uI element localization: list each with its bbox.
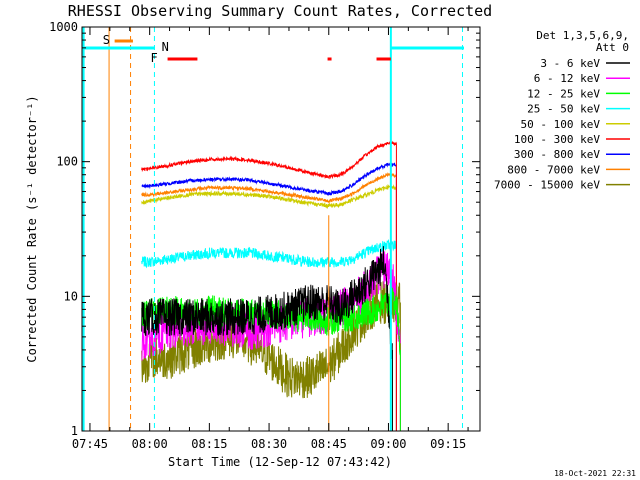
flag-label-f: F [150, 51, 157, 65]
legend-label: 6 - 12 keV [534, 72, 601, 85]
plot-frame [81, 26, 481, 432]
x-tick-label: 09:15 [430, 437, 466, 451]
y-tick-label: 1 [71, 424, 78, 438]
legend-label: 100 - 300 keV [514, 133, 600, 146]
y-tick-label: 100 [56, 155, 78, 169]
legend-label: 50 - 100 keV [521, 118, 601, 131]
legend-header-attenuator: Att 0 [596, 41, 629, 54]
legend-header-detectors: Det 1,3,5,6,9, [536, 29, 629, 42]
series-line-0 [141, 246, 393, 360]
flag-label-s: S [103, 33, 110, 47]
legend-label: 12 - 25 keV [527, 87, 600, 100]
x-tick-label: 07:45 [72, 437, 108, 451]
series-line-5 [141, 140, 397, 180]
footer-date: 18-Oct-2021 22:31 [554, 469, 636, 478]
flag-layer: S NF [82, 27, 464, 431]
x-tick-label: 08:45 [311, 437, 347, 451]
legend-label: 3 - 6 keV [540, 57, 600, 70]
legend: Det 1,3,5,6,9, Att 0 3 - 6 keV 6 - 12 keV… [494, 29, 630, 192]
chart-title: RHESSI Observing Summary Count Rates, Co… [68, 2, 492, 20]
flag-label-n: N [162, 40, 169, 54]
x-axis-label: Start Time (12-Sep-12 07:43:42) [168, 455, 392, 469]
legend-label: 800 - 7000 keV [507, 163, 600, 176]
legend-label: 300 - 800 keV [514, 148, 600, 161]
axis-layer: 07:45 08:00 08:15 08:30 08:45 09:00 09:15 1 10 10… [49, 20, 480, 451]
x-tick-label: 09:00 [370, 437, 406, 451]
series-line-3 [141, 238, 397, 269]
legend-label: 25 - 50 keV [527, 103, 600, 116]
series-line-4 [141, 184, 397, 210]
legend-label: 7000 - 15000 keV [494, 179, 600, 192]
series-line-6 [141, 162, 397, 197]
y-axis-label: Corrected Count Rate (s⁻¹ detector⁻¹) [25, 95, 39, 362]
data-layer [141, 140, 401, 431]
series-line-7 [141, 172, 397, 205]
x-tick-label: 08:30 [251, 437, 287, 451]
y-tick-label: 1000 [49, 20, 78, 34]
x-tick-label: 08:00 [132, 437, 168, 451]
y-tick-label: 10 [64, 289, 78, 303]
x-tick-label: 08:15 [191, 437, 227, 451]
